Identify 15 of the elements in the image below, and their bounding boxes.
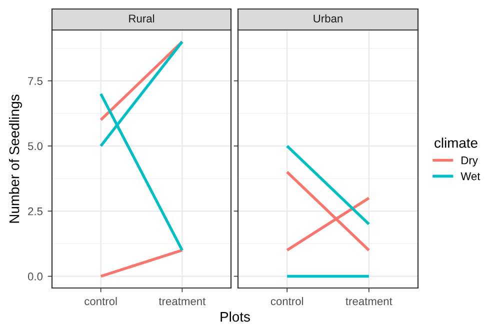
legend-title: climate: [434, 138, 478, 148]
legend-label: Dry: [462, 156, 478, 166]
x-tick-label: control: [270, 297, 304, 306]
x-axis-title: Plots: [220, 312, 250, 322]
x-tick-label: control: [84, 297, 117, 306]
chart-title: Urban: [314, 14, 342, 22]
y-tick-label: 0.0: [28, 272, 43, 280]
y-tick-label: 5.0: [28, 142, 43, 150]
y-tick-label: 7.5: [28, 77, 43, 85]
y-axis-title: Number of Seedlings: [9, 94, 22, 223]
chart-title: Rural: [129, 14, 154, 22]
legend-label: Wet: [460, 172, 480, 180]
x-tick-label: treatment: [158, 298, 206, 306]
y-tick-label: 2.5: [28, 207, 43, 216]
x-tick-label: treatment: [346, 298, 392, 306]
